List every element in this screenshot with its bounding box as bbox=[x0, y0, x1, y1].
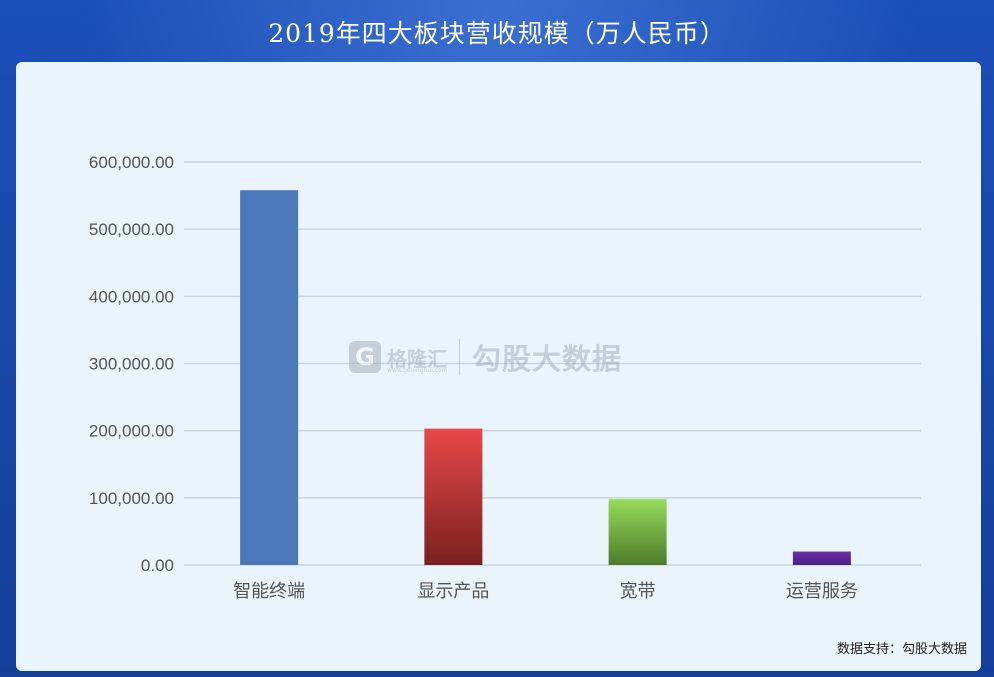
chart-panel: 0.00 100,000.00 200,000.00 300,000.00 400,00… bbox=[16, 62, 981, 671]
y-tick-label: 300,000.00 bbox=[89, 355, 174, 374]
bar-4 bbox=[792, 551, 851, 565]
x-category-label: 宽带 bbox=[620, 581, 656, 602]
watermark-url: www.gelonghui.com bbox=[387, 367, 448, 374]
watermark-divider bbox=[459, 339, 460, 375]
y-tick-label: 400,000.00 bbox=[89, 287, 174, 306]
x-category-label: 智能终端 bbox=[233, 581, 305, 602]
y-tick-label: 600,000.00 bbox=[89, 153, 174, 172]
y-tick-label: 200,000.00 bbox=[89, 422, 174, 441]
x-category-label: 显示产品 bbox=[417, 581, 489, 602]
watermark-brand: 格隆汇 bbox=[387, 346, 447, 371]
y-tick-label: 0.00 bbox=[141, 556, 174, 575]
watermark-logo-icon: G bbox=[349, 341, 381, 373]
bar-3 bbox=[608, 499, 667, 565]
page-title: 2019年四大板块营收规模（万人民币） bbox=[268, 19, 726, 48]
y-tick-label: 100,000.00 bbox=[89, 489, 174, 508]
data-source-note: 数据支持：勾股大数据 bbox=[836, 642, 967, 657]
y-tick-label: 500,000.00 bbox=[89, 220, 174, 239]
bar-2 bbox=[424, 428, 483, 565]
bar-chart: 0.00 100,000.00 200,000.00 300,000.00 400,00… bbox=[89, 153, 921, 602]
bar-1 bbox=[240, 190, 299, 565]
x-category-label: 运营服务 bbox=[786, 581, 858, 602]
watermark: G 格隆汇 www.gelonghui.com 勾股大数据 bbox=[349, 337, 622, 377]
watermark-text: 勾股大数据 bbox=[472, 342, 623, 376]
